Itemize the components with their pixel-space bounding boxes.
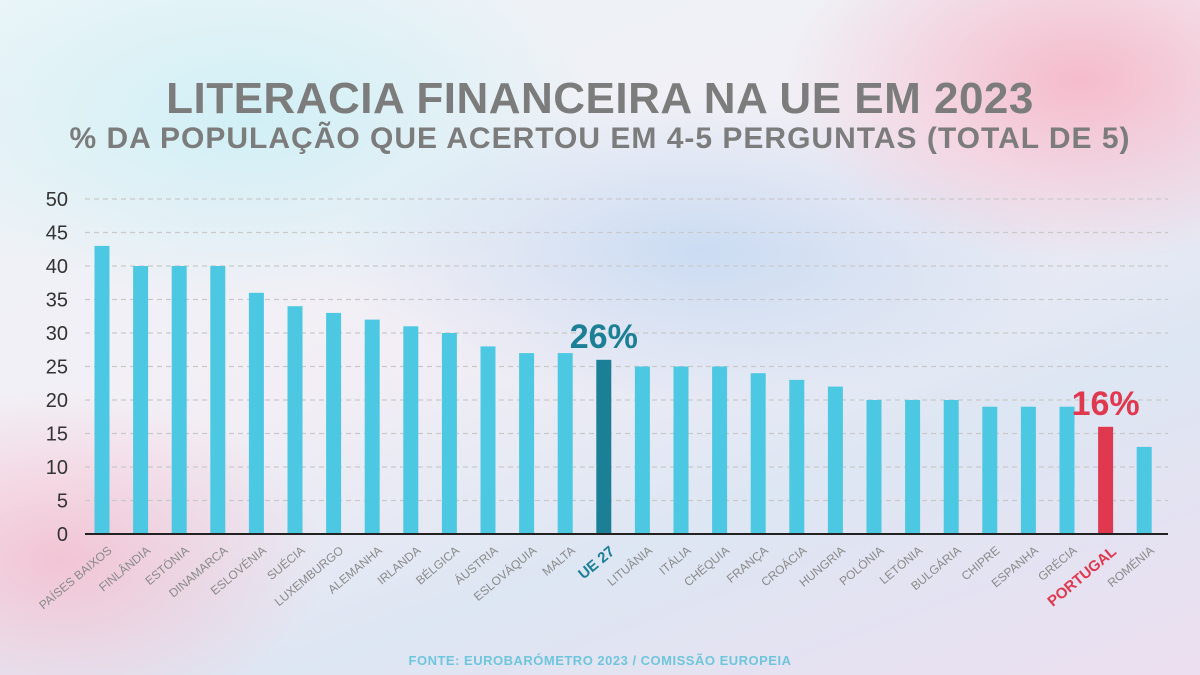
data-label: 16% <box>1072 385 1140 423</box>
y-tick-label: 5 <box>57 491 68 513</box>
bar <box>634 366 650 534</box>
source-note: FONTE: EUROBARÓMETRO 2023 / COMISSÃO EUR… <box>408 653 792 668</box>
y-tick-label: 45 <box>46 223 68 245</box>
bar <box>210 266 226 534</box>
bar <box>1059 406 1075 534</box>
bar <box>750 373 766 534</box>
bar <box>905 400 921 534</box>
y-tick-label: 30 <box>46 323 68 345</box>
bar <box>441 333 457 534</box>
bar <box>1136 446 1152 534</box>
bar <box>982 406 998 534</box>
chart-subtitle: % DA POPULAÇÃO QUE ACERTOU EM 4-5 PERGUN… <box>69 122 1131 155</box>
bar <box>480 346 496 534</box>
y-tick-label: 40 <box>46 256 68 278</box>
y-tick-label: 25 <box>46 357 68 379</box>
bar <box>287 306 303 534</box>
bar <box>1020 406 1036 534</box>
y-tick-label: 35 <box>46 290 68 312</box>
bar <box>866 400 882 534</box>
y-tick-label: 0 <box>57 524 68 546</box>
bar <box>133 266 149 534</box>
bar <box>596 359 612 534</box>
chart-title: LITERACIA FINANCEIRA NA UE EM 2023 <box>166 74 1034 123</box>
bar <box>248 292 264 534</box>
bar <box>557 353 573 534</box>
y-tick-label: 50 <box>46 189 68 211</box>
x-tick-label: LUXEMBURGO <box>272 543 346 609</box>
bar <box>94 245 110 534</box>
bar <box>673 366 689 534</box>
bar <box>326 312 342 534</box>
y-tick-label: 20 <box>46 390 68 412</box>
bar <box>789 379 805 534</box>
bar <box>712 366 728 534</box>
bar <box>827 386 843 534</box>
bar <box>171 266 187 534</box>
bar <box>403 326 419 534</box>
bar <box>943 400 959 534</box>
x-tick-label: MALTA <box>539 543 577 578</box>
bar <box>519 353 535 534</box>
y-tick-label: 15 <box>46 424 68 446</box>
data-label: 26% <box>570 318 638 356</box>
bar <box>364 319 380 534</box>
y-tick-label: 10 <box>46 457 68 479</box>
bar <box>1098 426 1114 534</box>
